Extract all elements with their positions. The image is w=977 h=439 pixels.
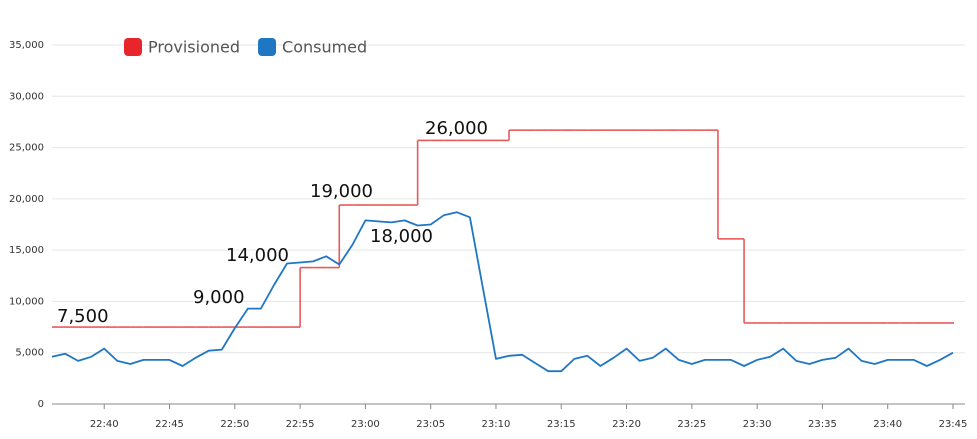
legend-label: Consumed [282, 38, 367, 57]
y-tick-label: 35,000 [9, 40, 44, 51]
x-tick-label: 23:25 [677, 419, 706, 430]
x-tick-label: 23:45 [939, 419, 968, 430]
y-tick-label: 30,000 [9, 91, 44, 102]
y-tick-label: 0 [38, 399, 44, 410]
legend-label: Provisioned [148, 38, 240, 57]
consumed-line [51, 211, 954, 373]
x-tick-label: 23:35 [808, 419, 837, 430]
legend-swatch [258, 38, 277, 56]
legend-swatch [124, 38, 142, 56]
x-tick-label: 23:05 [416, 419, 445, 430]
annotation: 9,000 [193, 287, 245, 308]
annotation: 14,000 [226, 245, 289, 266]
annotation: 18,000 [370, 226, 433, 247]
x-tick-label: 23:30 [743, 419, 772, 430]
x-tick-label: 22:45 [155, 419, 184, 430]
y-tick-label: 20,000 [9, 194, 44, 205]
x-tick-label: 23:40 [873, 419, 902, 430]
annotation: 26,000 [425, 118, 488, 139]
x-tick-label: 23:10 [482, 419, 511, 430]
y-tick-label: 10,000 [9, 296, 44, 307]
y-tick-label: 5,000 [15, 348, 44, 359]
annotation: 19,000 [310, 181, 373, 202]
x-tick-label: 23:00 [351, 419, 380, 430]
x-tick-label: 23:20 [612, 419, 641, 430]
y-tick-label: 25,000 [9, 143, 44, 154]
annotation: 7,500 [57, 306, 109, 327]
y-tick-label: 15,000 [9, 245, 44, 256]
x-tick-label: 22:50 [220, 419, 249, 430]
x-tick-label: 23:15 [547, 419, 576, 430]
x-tick-label: 22:55 [286, 419, 315, 430]
x-tick-label: 22:40 [90, 419, 119, 430]
